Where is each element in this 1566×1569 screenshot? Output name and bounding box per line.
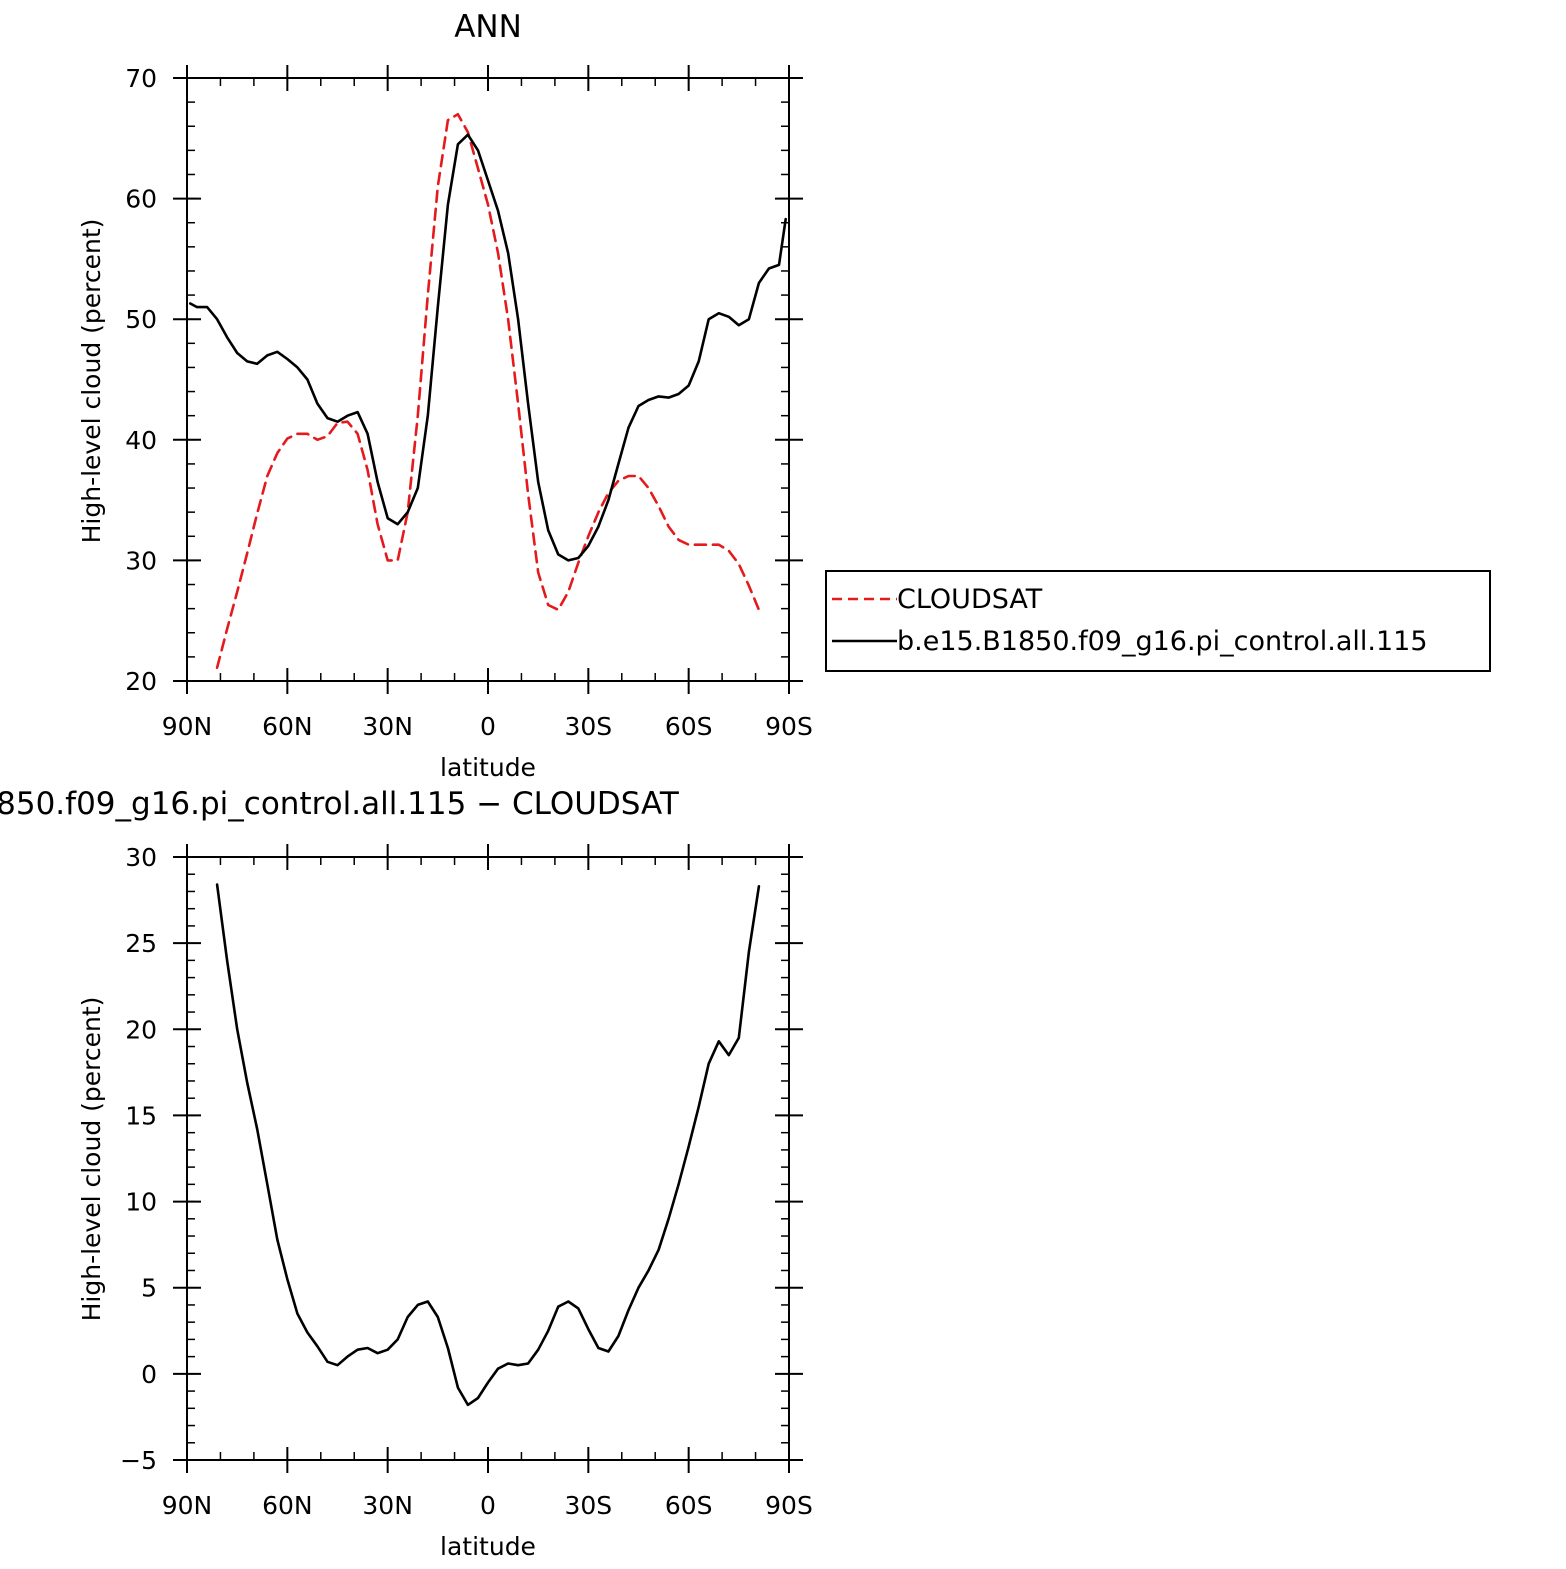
bottom-y-tick-label: −5 xyxy=(120,1446,157,1475)
bottom-plot: b.e15.B1850.f09_g16.pi_control.all.115 −… xyxy=(0,786,813,1561)
bottom-y-tick-label: 30 xyxy=(125,843,157,872)
top-series-model-line xyxy=(189,133,788,562)
top-series-cloudsat-line xyxy=(215,112,761,670)
top-y-tick-label: 40 xyxy=(125,426,157,455)
bottom-x-tick-label: 90N xyxy=(162,1491,213,1520)
bottom-plot-xlabel: latitude xyxy=(440,1532,536,1561)
legend-box xyxy=(825,570,1491,672)
bottom-y-tick-label: 25 xyxy=(125,929,157,958)
bottom-x-tick-label: 30S xyxy=(564,1491,612,1520)
bottom-plot-title: b.e15.B1850.f09_g16.pi_control.all.115 −… xyxy=(0,786,680,822)
top-x-tick-label: 60S xyxy=(665,712,713,741)
bottom-x-tick-label: 30N xyxy=(362,1491,413,1520)
top-x-tick-label: 90S xyxy=(765,712,813,741)
bottom-y-tick-label: 0 xyxy=(141,1360,157,1389)
top-x-tick-label: 0 xyxy=(480,712,496,741)
top-x-tick-label: 30S xyxy=(564,712,612,741)
bottom-x-tick-label: 90S xyxy=(765,1491,813,1520)
top-y-tick-label: 70 xyxy=(125,64,157,93)
bottom-plot-lines xyxy=(215,883,761,1407)
top-plot-frame xyxy=(186,77,790,682)
bottom-series-model-line xyxy=(215,883,761,1407)
legend: CLOUDSAT b.e15.B1850.f09_g16.pi_control.… xyxy=(825,570,1491,672)
legend-label-cloudsat: CLOUDSAT xyxy=(897,584,1043,615)
top-plot-xlabel: latitude xyxy=(440,753,536,782)
bottom-x-tick-label: 0 xyxy=(480,1491,496,1520)
bottom-y-tick-label: 5 xyxy=(141,1274,157,1303)
bottom-y-tick-label: 20 xyxy=(125,1015,157,1044)
top-y-tick-label: 50 xyxy=(125,305,157,334)
top-plot-title: ANN xyxy=(454,9,522,45)
top-x-tick-label: 60N xyxy=(262,712,313,741)
bottom-y-tick-label: 15 xyxy=(125,1101,157,1130)
bottom-y-tick-label: 10 xyxy=(125,1188,157,1217)
top-plot-ylabel: High-level cloud (percent) xyxy=(77,219,106,544)
top-x-tick-label: 90N xyxy=(162,712,213,741)
top-y-tick-label: 30 xyxy=(125,546,157,575)
top-plot: ANN 90N 60N 30N 0 30S 60S 90S 20 30 40 50 60 70 lati… xyxy=(77,9,1491,782)
legend-label-model: b.e15.B1850.f09_g16.pi_control.all.115 xyxy=(897,626,1428,657)
bottom-x-tick-label: 60S xyxy=(665,1491,713,1520)
top-plot-lines xyxy=(189,112,788,670)
top-x-tick-label: 30N xyxy=(362,712,413,741)
bottom-x-tick-label: 60N xyxy=(262,1491,313,1520)
top-y-tick-label: 20 xyxy=(125,667,157,696)
bottom-plot-axes: 90N 60N 30N 0 30S 60S 90S −5 0 5 10 15 20 25 30 xyxy=(120,843,813,1520)
top-y-tick-label: 60 xyxy=(125,185,157,214)
bottom-plot-frame xyxy=(186,856,790,1461)
bottom-plot-ylabel: High-level cloud (percent) xyxy=(77,997,106,1322)
top-plot-axes: 90N 60N 30N 0 30S 60S 90S 20 30 40 50 60 70 xyxy=(125,64,813,741)
